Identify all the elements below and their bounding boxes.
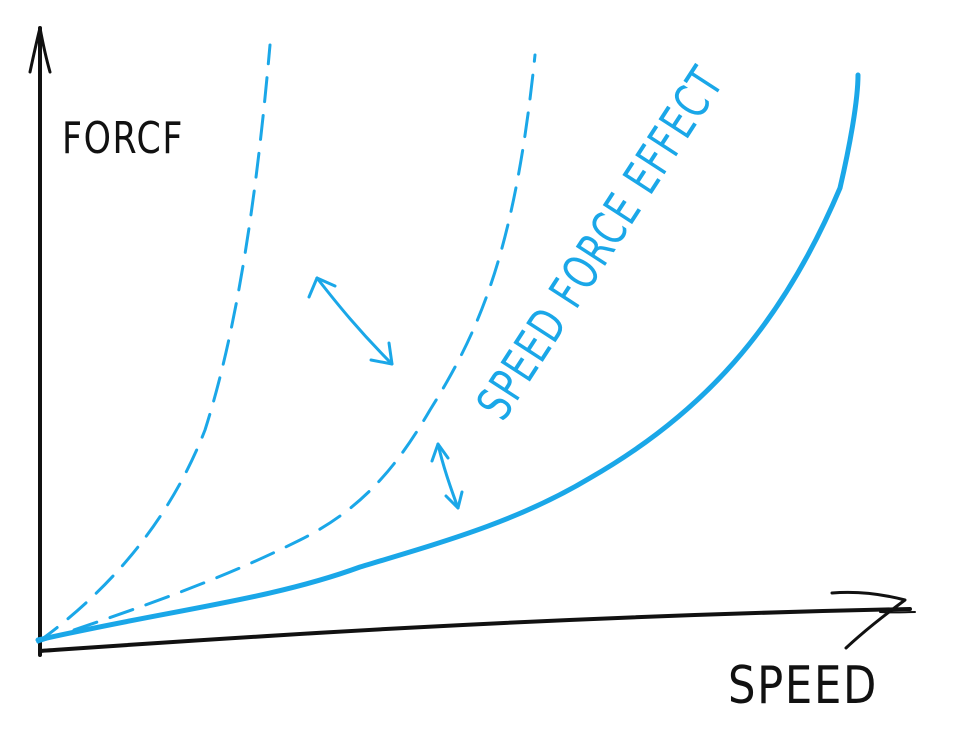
x-axis-label: SPEED [728, 656, 878, 716]
dashed-curve-middle [36, 53, 537, 644]
vertical-arrow-head-bottom [444, 490, 464, 510]
diagonal-double-arrow [315, 276, 394, 366]
y-axis-label: FORCF [62, 113, 184, 164]
x-axis-arrowhead [830, 590, 907, 650]
solid-curve [35, 72, 861, 643]
diagonal-arrow-head-bottom [369, 341, 394, 366]
diagonal-arrow-head-top [307, 276, 337, 299]
vertical-arrow-head-top [430, 442, 450, 463]
speed-force-effect-label: SPEED FORCE EFFECT [466, 57, 735, 430]
x-axis-line [38, 607, 912, 653]
curves [35, 43, 861, 644]
dashed-curve-steep [36, 43, 272, 644]
axes [28, 26, 916, 657]
range-arrows [307, 276, 464, 510]
vertical-double-arrow [436, 442, 460, 510]
y-axis-arrowhead [28, 26, 52, 74]
